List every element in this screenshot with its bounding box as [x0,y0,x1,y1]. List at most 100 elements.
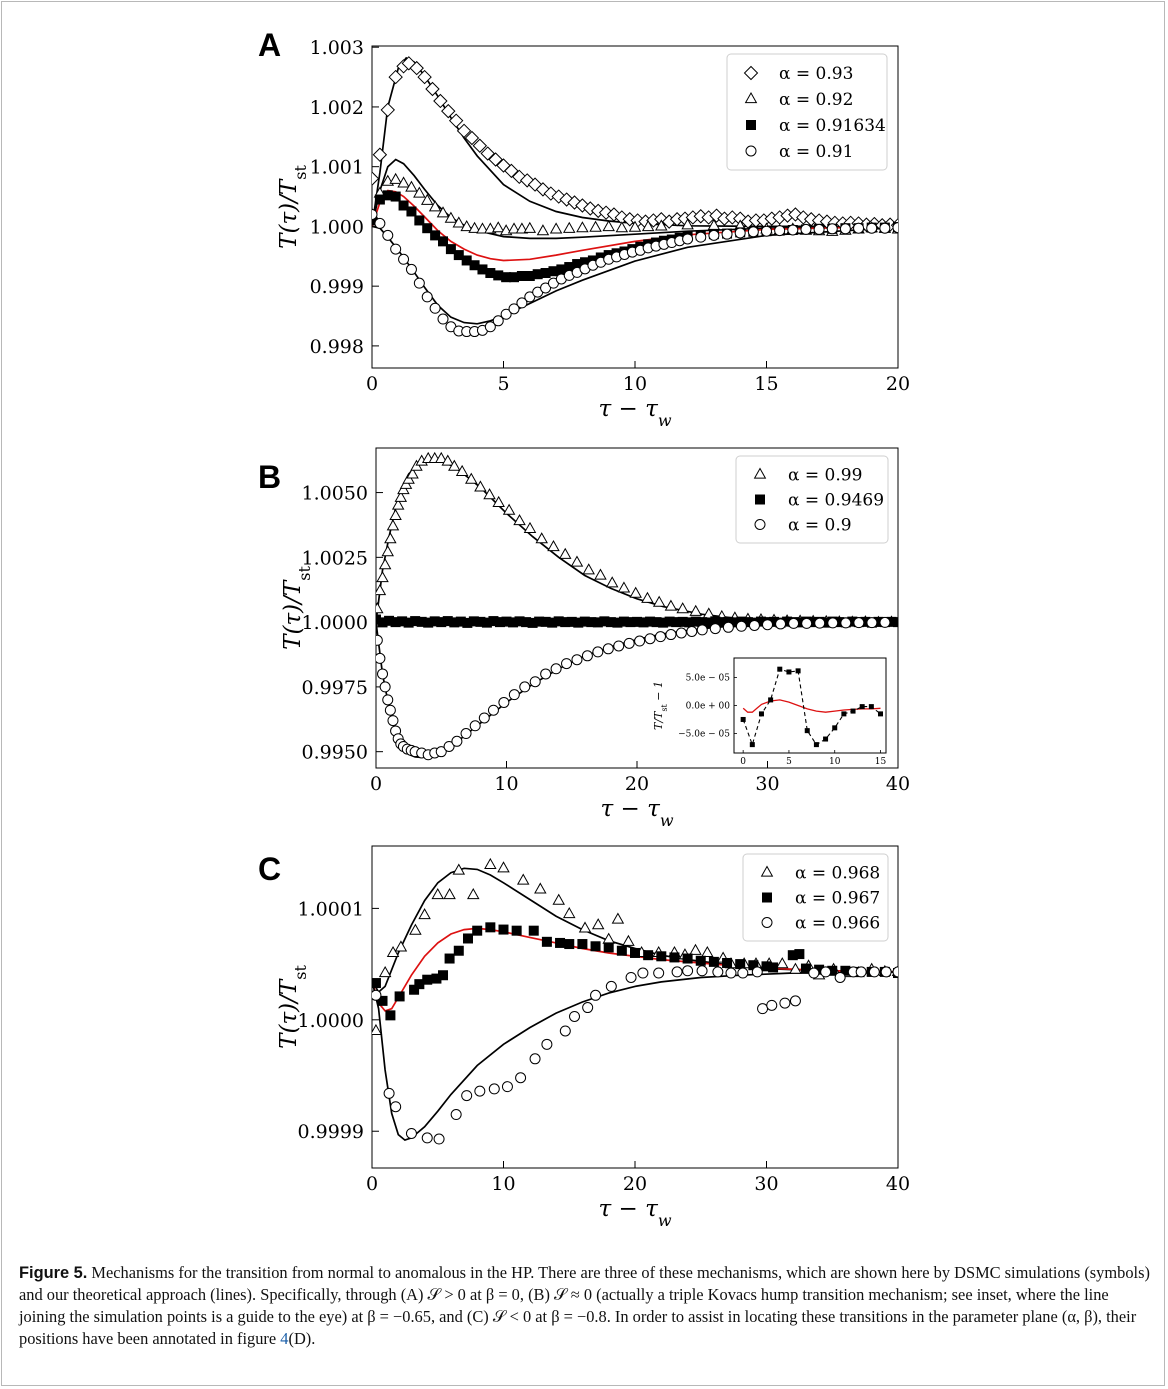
caption-tail: (D). [288,1329,316,1348]
y-tick-label: 0.9975 [302,677,368,699]
data-point [671,617,682,628]
data-point [839,223,851,235]
data-point [827,965,838,976]
data-point [734,227,746,239]
data-point [696,965,708,977]
y-tick-label: 1.0050 [302,483,368,505]
data-point [376,634,383,646]
figure-label: Figure 5. [19,1264,88,1282]
data-point [820,966,832,978]
legend-marker [762,892,772,903]
data-point [559,1025,571,1037]
data-point [390,243,402,255]
data-point [382,229,394,241]
data-point [761,225,772,237]
data-point [504,163,519,179]
panel-letter: A [258,27,281,63]
data-point [701,945,714,958]
data-point [695,955,706,966]
inset-y-tick-label: 0.0e + 00 [686,702,731,712]
data-point [573,617,584,628]
data-point [442,616,453,627]
data-point [886,616,897,627]
data-point [814,964,825,975]
data-point [460,728,472,740]
data-point [562,906,576,919]
inset-data-point [786,669,792,675]
data-point [476,222,489,234]
data-point [634,635,646,647]
data-point [570,555,584,567]
legend-label: α = 0.91 [779,142,853,162]
data-point [391,498,405,510]
data-point [405,1127,417,1139]
data-point [384,615,395,626]
data-point [413,186,426,198]
data-point [501,616,512,627]
data-point [643,950,654,961]
data-point [508,303,520,315]
panel-letter: B [258,459,281,495]
data-point [834,971,846,983]
data-point [566,616,577,627]
data-point [690,616,701,627]
x-tick-label: 0 [370,773,382,795]
data-point [515,222,529,234]
data-point [492,315,504,327]
y-tick-label: 1.001 [310,157,364,179]
data-point [800,223,812,235]
x-tick-label: 0 [366,373,378,395]
data-point [398,200,409,211]
data-point [558,547,572,559]
data-point [549,222,563,234]
x-tick-label: 5 [497,373,509,395]
data-point [498,924,509,935]
data-point [378,965,392,978]
data-point [438,970,449,981]
data-point [556,264,567,275]
legend-marker [743,65,759,81]
plot-area [372,857,898,1145]
inset-x-tick-label: 5 [786,757,792,767]
legend-label: α = 0.967 [795,889,880,909]
data-point [682,965,694,977]
legend-marker [754,519,766,530]
y-axis-label: T(τ)/Tst [276,965,310,1049]
data-point [540,668,552,680]
series-square [376,614,898,628]
legend-label: α = 0.9 [788,516,852,536]
data-point [788,617,800,629]
data-point [515,1072,527,1084]
x-axis-label: τ − τw [598,1196,671,1230]
data-point [430,230,441,241]
legend-label: α = 0.9469 [788,491,884,511]
data-point [669,952,680,963]
data-point [405,263,417,275]
x-tick-label: 20 [623,1173,647,1195]
data-point [491,221,505,233]
data-point [468,616,479,627]
data-point [372,215,377,226]
x-tick-label: 30 [755,773,779,795]
inset-data-point [832,725,838,731]
data-point [710,616,721,627]
inset-data-point [850,708,856,714]
data-point [394,940,408,952]
data-point [389,508,402,520]
legend-label: α = 0.92 [779,90,853,110]
legend-marker [761,917,773,928]
inset-y-tick-label: −5.0e − 05 [678,729,730,739]
data-point [397,616,408,627]
data-point [410,616,421,627]
inset-data-point [841,711,847,717]
figure-reference-link[interactable]: 4 [280,1329,289,1348]
data-point [385,1010,396,1021]
data-point [652,595,666,607]
data-point [853,222,865,234]
data-point [475,616,486,627]
data-point [800,963,811,974]
data-point [578,921,592,933]
data-point [617,581,631,593]
data-point [794,949,805,960]
